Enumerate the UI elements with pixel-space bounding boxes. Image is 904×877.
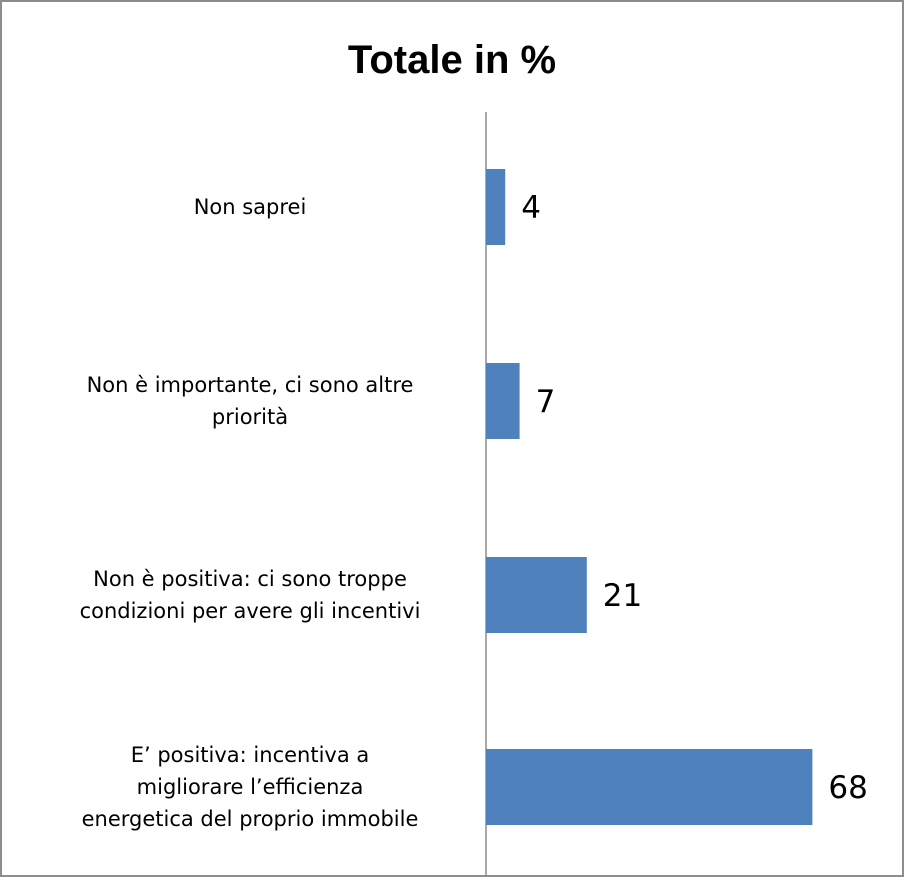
category-label: Non è importante, ci sono altre	[87, 373, 414, 397]
bar	[486, 169, 506, 245]
bar	[486, 557, 587, 633]
category-label: energetica del proprio immobile	[82, 807, 419, 831]
bar	[486, 749, 813, 825]
category-label: E’ positiva: incentiva a	[131, 743, 370, 767]
chart-title: Totale in %	[347, 38, 557, 82]
category-label: priorità	[212, 405, 288, 429]
category-label: condizioni per avere gli incentivi	[80, 599, 421, 623]
category-label: Non saprei	[194, 195, 307, 219]
bar	[486, 363, 520, 439]
data-label: 21	[603, 578, 642, 614]
data-label: 4	[521, 190, 541, 226]
data-label: 7	[536, 384, 556, 420]
data-label: 68	[828, 770, 867, 806]
category-label: migliorare l’efficienza	[137, 775, 364, 799]
category-label: Non è positiva: ci sono troppe	[93, 567, 407, 591]
